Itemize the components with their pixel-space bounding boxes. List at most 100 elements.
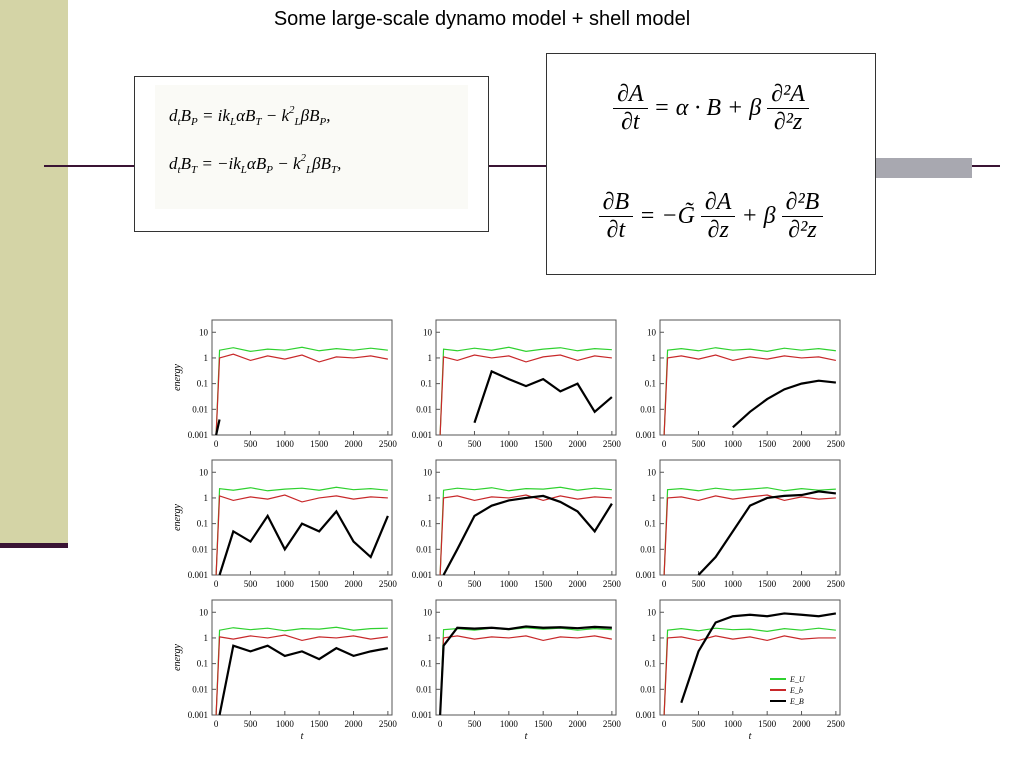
- line: [215, 494, 388, 576]
- y-tick-label: 10: [423, 607, 433, 617]
- x-tick-label: 500: [692, 579, 706, 589]
- x-tick-label: 2000: [793, 579, 812, 589]
- y-tick-label: 0.01: [640, 544, 656, 554]
- line: [663, 627, 836, 716]
- x-tick-label: 2500: [603, 719, 622, 729]
- plot-frame: [659, 459, 841, 576]
- y-tick-label: 10: [199, 467, 209, 477]
- equation-part: αB: [246, 154, 267, 173]
- x-tick-label: 0: [662, 579, 667, 589]
- x-tick-label: 1500: [534, 719, 553, 729]
- x-tick-label: 0: [214, 439, 219, 449]
- x-tick-label: 2000: [345, 439, 364, 449]
- numerator: ∂A: [613, 81, 648, 109]
- equation-part: t: [177, 164, 181, 176]
- line: [218, 644, 389, 716]
- x-axis-label: t: [749, 731, 752, 742]
- x-tick-label: 0: [438, 719, 443, 729]
- x-tick-label: 1500: [534, 439, 553, 449]
- y-tick-label: 1: [652, 633, 657, 643]
- denominator: ∂t: [621, 108, 640, 135]
- x-tick-label: 1500: [758, 439, 777, 449]
- equation-part: T: [330, 164, 338, 176]
- line: [439, 625, 612, 716]
- x-tick-label: 2500: [603, 439, 622, 449]
- line: [697, 490, 837, 576]
- line: [663, 347, 836, 436]
- fraction: ∂²B ∂²z: [781, 189, 824, 244]
- plot-frame: [435, 319, 617, 436]
- y-axis-label: energy: [172, 644, 183, 671]
- equation-part: P: [266, 164, 273, 176]
- line: [215, 486, 388, 576]
- y-tick-label: 10: [423, 467, 433, 477]
- x-tick-label: 1500: [310, 439, 329, 449]
- equation-part: + β: [741, 202, 776, 229]
- x-tick-label: 2500: [379, 579, 398, 589]
- plot-frame: [435, 459, 617, 576]
- legend-label: E_B: [789, 697, 804, 706]
- x-axis-label: t: [301, 731, 304, 742]
- y-tick-label: 10: [199, 607, 209, 617]
- equation-part: B: [180, 154, 191, 173]
- line: [439, 346, 612, 436]
- x-tick-label: 1500: [758, 719, 777, 729]
- legend-label: E_U: [789, 675, 806, 684]
- y-tick-label: 0.1: [421, 379, 432, 389]
- fraction: ∂B ∂t: [598, 189, 634, 244]
- y-tick-label: 1: [428, 353, 433, 363]
- line: [663, 635, 836, 716]
- x-tick-label: 2000: [345, 579, 364, 589]
- y-tick-label: 10: [647, 327, 657, 337]
- x-tick-label: 1500: [310, 579, 329, 589]
- y-tick-label: 1: [204, 493, 209, 503]
- x-tick-label: 500: [468, 439, 482, 449]
- line: [215, 419, 221, 436]
- y-tick-label: 10: [199, 327, 209, 337]
- x-tick-label: 500: [468, 579, 482, 589]
- fraction: ∂A ∂z: [700, 189, 736, 244]
- equation-box-left: dtBP = ikLαBT − k2LβBP, dtBT = −ikLαBP − …: [134, 76, 489, 232]
- x-tick-label: 500: [692, 439, 706, 449]
- line: [215, 346, 388, 436]
- rule: [44, 165, 1000, 167]
- x-tick-label: 500: [468, 719, 482, 729]
- y-tick-label: 1: [652, 353, 657, 363]
- plot-frame: [435, 599, 617, 716]
- y-tick-label: 0.1: [421, 519, 432, 529]
- y-tick-label: 10: [647, 467, 657, 477]
- plot-frame: [211, 319, 393, 436]
- equation-part: d: [169, 154, 178, 173]
- equation-part: B: [180, 106, 191, 125]
- y-tick-label: 1: [428, 633, 433, 643]
- equation-part: − k: [261, 106, 290, 125]
- plot-frame: [659, 599, 841, 716]
- denominator: ∂t: [606, 216, 626, 243]
- side-strip: [0, 0, 68, 545]
- x-tick-label: 2500: [827, 719, 846, 729]
- equation-part: αB: [236, 106, 256, 125]
- equation-part: L: [306, 164, 313, 176]
- x-tick-label: 0: [662, 439, 667, 449]
- x-tick-label: 500: [244, 439, 258, 449]
- y-tick-label: 0.001: [412, 570, 432, 580]
- side-rule: [0, 543, 68, 548]
- equation: dtBT = −ikLαBP − k2LβBT,: [169, 133, 468, 181]
- equation-part: 2: [300, 152, 307, 164]
- equation-part: t: [177, 116, 181, 128]
- x-tick-label: 2500: [827, 579, 846, 589]
- x-tick-label: 1000: [724, 719, 743, 729]
- x-tick-label: 0: [438, 439, 443, 449]
- denominator: ∂z: [707, 216, 729, 243]
- x-tick-label: 2000: [569, 439, 588, 449]
- equation-box-right: ∂A ∂t = α · B + β ∂²A ∂²z ∂B ∂t = −G̃ ∂A ∂z + β ∂²B…: [546, 53, 876, 275]
- x-tick-label: 2000: [345, 719, 364, 729]
- x-tick-label: 1000: [276, 719, 295, 729]
- y-tick-label: 0.01: [416, 684, 432, 694]
- equation-part: = −ik: [197, 154, 241, 173]
- y-tick-label: 1: [204, 353, 209, 363]
- equation-part: ,: [326, 106, 331, 125]
- x-tick-label: 1500: [758, 579, 777, 589]
- x-tick-label: 1000: [500, 439, 519, 449]
